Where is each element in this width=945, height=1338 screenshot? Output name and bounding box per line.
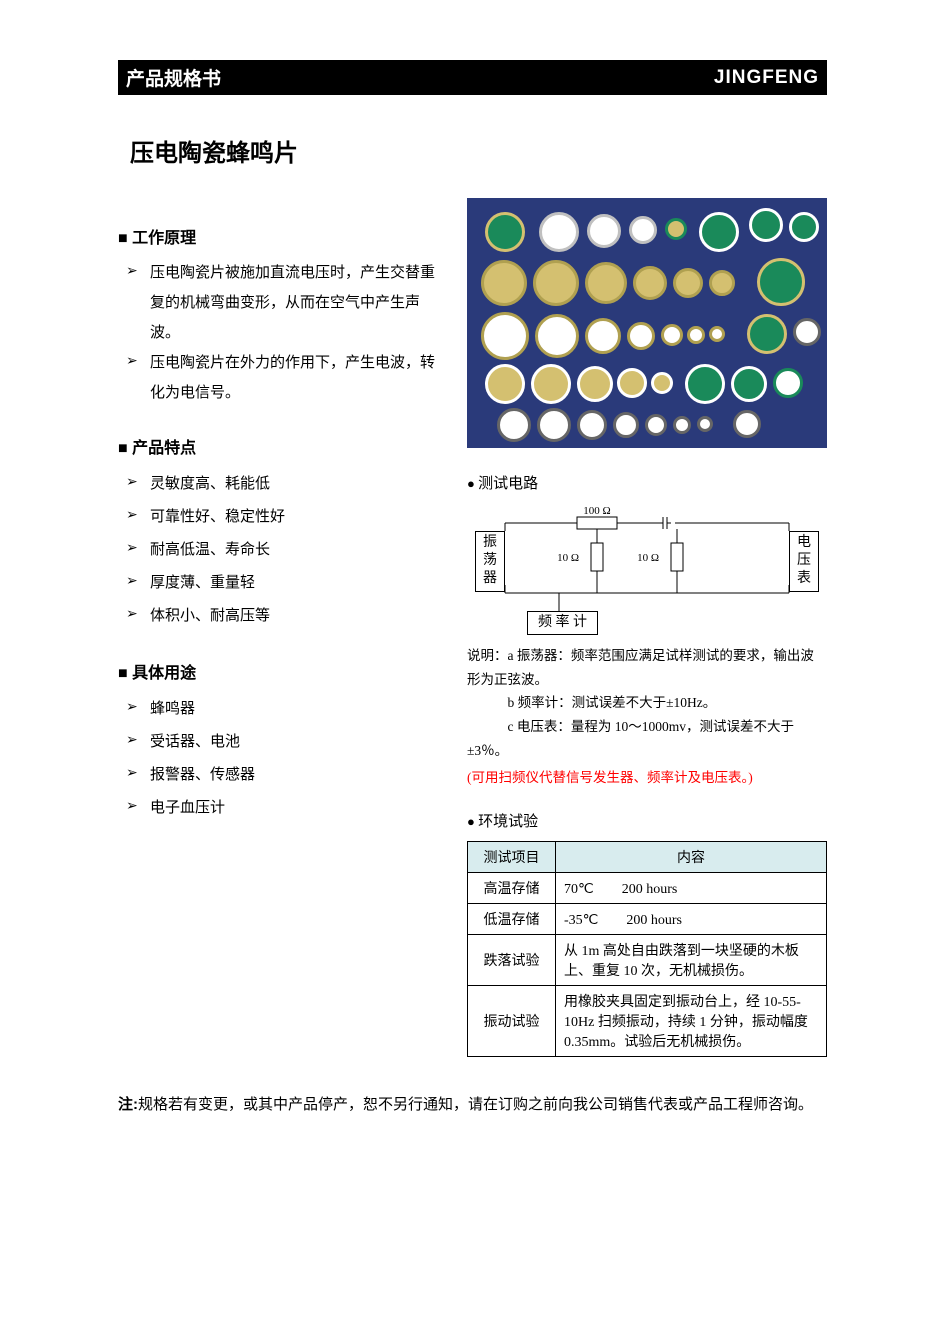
principle-list: 压电陶瓷片被施加直流电压时，产生交替重复的机械弯曲变形，从而在空气中产生声波。 … (118, 258, 437, 408)
header-bar: 产品规格书 JINGFENG (118, 60, 827, 95)
disc-icon (485, 212, 525, 252)
disc-icon (731, 366, 767, 402)
list-item: 体积小、耐高压等 (122, 600, 437, 633)
list-item: 耐高低温、寿命长 (122, 534, 437, 567)
disc-icon (661, 324, 683, 346)
disc-icon (793, 318, 821, 346)
disc-icon (697, 416, 713, 432)
left-column: 工作原理 压电陶瓷片被施加直流电压时，产生交替重复的机械弯曲变形，从而在空气中产… (118, 198, 437, 1057)
disc-icon (687, 326, 705, 344)
svg-text:10 Ω: 10 Ω (557, 552, 579, 564)
circuit-diagram: 100 Ω 10 Ω 10 Ω 振 荡 器 电 压 表 频 率 计 (467, 503, 827, 638)
table-row: 低温存储 -35℃ 200 hours (468, 904, 827, 935)
th-content: 内容 (556, 842, 827, 873)
disc-icon (773, 368, 803, 398)
disc-icon (539, 212, 579, 252)
disc-icon (665, 218, 687, 240)
disc-icon (757, 258, 805, 306)
right-column: 测试电路 (467, 198, 827, 1057)
list-item: 电子血压计 (122, 792, 437, 825)
list-item: 蜂鸣器 (122, 693, 437, 726)
uses-list: 蜂鸣器 受话器、电池 报警器、传感器 电子血压计 (118, 693, 437, 825)
th-item: 测试项目 (468, 842, 556, 873)
section-principle-heading: 工作原理 (118, 224, 437, 248)
svg-text:10 Ω: 10 Ω (637, 552, 659, 564)
r-top-label: 100 Ω (583, 505, 610, 517)
disc-icon (531, 364, 571, 404)
disc-icon (481, 312, 529, 360)
disc-icon (481, 260, 527, 306)
disc-icon (699, 212, 739, 252)
disc-icon (685, 364, 725, 404)
disc-icon (537, 408, 571, 442)
features-list: 灵敏度高、耗能低 可靠性好、稳定性好 耐高低温、寿命长 厚度薄、重量轻 体积小、… (118, 468, 437, 633)
disc-icon (587, 214, 621, 248)
disc-icon (485, 364, 525, 404)
list-item: 压电陶瓷片在外力的作用下，产生电波，转化为电信号。 (122, 348, 437, 408)
circuit-svg: 100 Ω 10 Ω 10 Ω (467, 503, 827, 638)
disc-icon (789, 212, 819, 242)
note-a: a 振荡器：频率范围应满足试样测试的要求，输出波形为正弦波。 (467, 648, 814, 687)
footer-note: 注:规格若有变更，或其中产品停产，恕不另行通知，请在订购之前向我公司销售代表或产… (118, 1093, 827, 1117)
disc-icon (629, 216, 657, 244)
disc-icon (585, 318, 621, 354)
disc-icon (645, 414, 667, 436)
disc-icon (673, 268, 703, 298)
oscillator-box: 振 荡 器 (475, 531, 505, 592)
env-table: 测试项目 内容 高温存储 70℃ 200 hours 低温存储 -35℃ 200… (467, 841, 827, 1057)
disc-icon (749, 208, 783, 242)
disc-icon (497, 408, 531, 442)
table-header-row: 测试项目 内容 (468, 842, 827, 873)
disc-icon (673, 416, 691, 434)
list-item: 受话器、电池 (122, 726, 437, 759)
disc-icon (747, 314, 787, 354)
disc-icon (613, 412, 639, 438)
product-image (467, 198, 827, 448)
disc-icon (709, 270, 735, 296)
circuit-red-note: (可用扫频仪代替信号发生器、频率计及电压表。) (467, 766, 827, 786)
footer-label: 注: (118, 1096, 138, 1113)
disc-icon (533, 260, 579, 306)
disc-icon (535, 314, 579, 358)
disc-icon (617, 368, 647, 398)
header-left: 产品规格书 (126, 64, 221, 91)
disc-icon (633, 266, 667, 300)
section-uses-heading: 具体用途 (118, 659, 437, 683)
list-item: 可靠性好、稳定性好 (122, 501, 437, 534)
list-item: 灵敏度高、耗能低 (122, 468, 437, 501)
main-columns: 工作原理 压电陶瓷片被施加直流电压时，产生交替重复的机械弯曲变形，从而在空气中产… (118, 198, 827, 1057)
freq-counter-box: 频 率 计 (527, 611, 598, 635)
page-title: 压电陶瓷蜂鸣片 (130, 133, 827, 168)
note-b: b 频率计：测试误差不大于±10Hz。 (508, 695, 717, 710)
disc-icon (709, 326, 725, 342)
list-item: 报警器、传感器 (122, 759, 437, 792)
circuit-notes: 说明：a 振荡器：频率范围应满足试样测试的要求，输出波形为正弦波。 说明：b 频… (467, 644, 827, 762)
header-right: JINGFENG (714, 67, 819, 89)
table-row: 振动试验 用橡胶夹具固定到振动台上，经 10-55-10Hz 扫频振动，持续 1… (468, 986, 827, 1057)
footer-text: 规格若有变更，或其中产品停产，恕不另行通知，请在订购之前向我公司销售代表或产品工… (138, 1097, 813, 1113)
list-item: 厚度薄、重量轻 (122, 567, 437, 600)
notes-label: 说明： (467, 648, 508, 663)
table-row: 跌落试验 从 1m 高处自由跌落到一块坚硬的木板上、重复 10 次，无机械损伤。 (468, 935, 827, 986)
circuit-heading: 测试电路 (467, 472, 827, 493)
disc-icon (577, 366, 613, 402)
section-features-heading: 产品特点 (118, 434, 437, 458)
list-item: 压电陶瓷片被施加直流电压时，产生交替重复的机械弯曲变形，从而在空气中产生声波。 (122, 258, 437, 348)
disc-icon (651, 372, 673, 394)
note-c: c 电压表：量程为 10～1000mv，测试误差不大于±3％。 (467, 719, 794, 758)
disc-icon (733, 410, 761, 438)
env-heading: 环境试验 (467, 810, 827, 831)
disc-icon (577, 410, 607, 440)
disc-icon (585, 262, 627, 304)
voltmeter-box: 电 压 表 (789, 531, 819, 592)
disc-icon (627, 322, 655, 350)
table-row: 高温存储 70℃ 200 hours (468, 873, 827, 904)
